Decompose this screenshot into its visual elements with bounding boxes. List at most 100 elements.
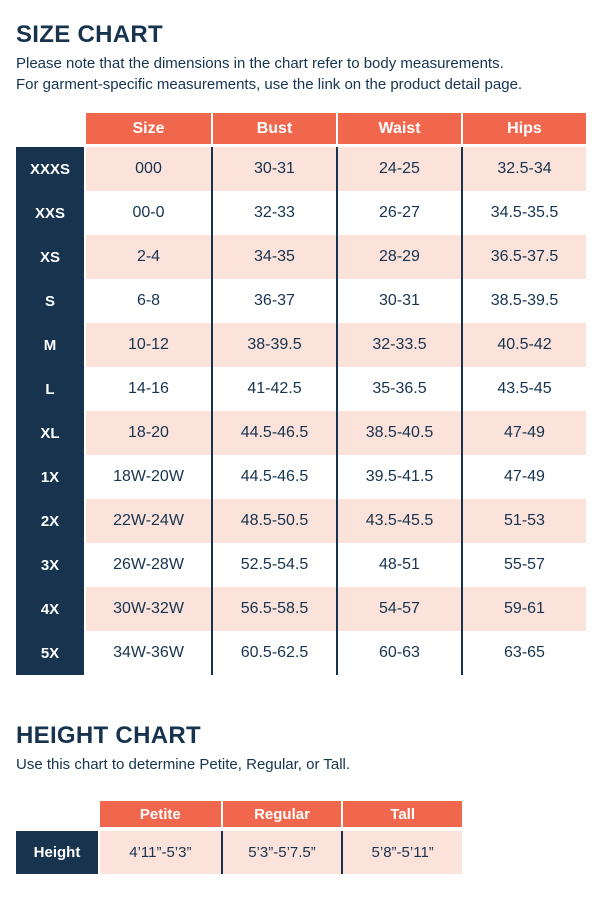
size-table-row: 14-16 41-42.5 35-36.5 43.5-45 [86, 367, 586, 411]
size-row-label: S [44, 292, 55, 310]
cell-bust: 48.5-50.5 [211, 499, 336, 543]
cell-size: 00-0 [132, 204, 165, 221]
size-row-label: XXXS [29, 160, 71, 178]
size-table-row: 26W-28W 52.5-54.5 48-51 55-57 [86, 543, 586, 587]
cell-waist: 26-27 [336, 191, 461, 235]
size-chart-note-line1: Please note that the dimensions in the c… [16, 55, 504, 72]
column-header-size: Size [86, 113, 211, 144]
cell-hips: 47-49 [461, 411, 586, 455]
size-chart-note-line2: For garment-specific measurements, use t… [16, 76, 523, 93]
size-table-rows: 000 30-31 24-25 32.5-34 00-0 32-33 26-27 34.5-3… [86, 147, 586, 675]
height-chart-note: Use this chart to determine Petite, Regu… [16, 756, 351, 773]
size-row-label: 3X [40, 556, 60, 574]
size-table-row: 10-12 38-39.5 32-33.5 40.5-42 [86, 323, 586, 367]
cell-hips: 59-61 [461, 587, 586, 631]
size-row-label: L [45, 380, 55, 398]
height-table-header: Petite Regular Tall [100, 801, 462, 827]
size-row-labels: XXXS XXS XS S M L XL 1X 2X 3X 4X 5X [16, 147, 84, 675]
cell-size: 26W-28W [113, 556, 184, 573]
cell-hips: 47-49 [461, 455, 586, 499]
cell-bust: 36-37 [211, 279, 336, 323]
size-row-label: XXS [34, 204, 65, 222]
size-chart-section: SIZE CHART Please note that the dimensio… [16, 22, 586, 675]
column-header-tall: Tall [341, 801, 462, 827]
column-header-waist: Waist [336, 113, 461, 144]
cell-hips: 55-57 [461, 543, 586, 587]
size-table-row: 18-20 44.5-46.5 38.5-40.5 47-49 [86, 411, 586, 455]
cell-size: 34W-36W [113, 644, 184, 661]
cell-hips: 43.5-45 [461, 367, 586, 411]
cell-bust: 60.5-62.5 [211, 631, 336, 675]
cell-waist: 38.5-40.5 [336, 411, 461, 455]
cell-bust: 56.5-58.5 [211, 587, 336, 631]
cell-bust: 38-39.5 [211, 323, 336, 367]
height-table-data: Petite Regular Tall 4’11”-5’3” 5’3”-5’7.… [100, 801, 462, 874]
page: SIZE CHART Please note that the dimensio… [16, 22, 586, 874]
cell-size: 2-4 [136, 248, 161, 265]
cell-waist: 28-29 [336, 235, 461, 279]
height-table-row: 4’11”-5’3” 5’3”-5’7.5” 5’8”-5’11” [100, 831, 462, 874]
cell-petite-height: 4’11”-5’3” [129, 844, 192, 861]
size-row-label: XL [40, 424, 60, 442]
height-chart-title: HEIGHT CHART [16, 722, 201, 749]
height-chart-section: HEIGHT CHART Use this chart to determine… [16, 723, 586, 874]
size-table-row: 00-0 32-33 26-27 34.5-35.5 [86, 191, 586, 235]
cell-size: 18-20 [128, 424, 169, 441]
size-chart-note: Please note that the dimensions in the c… [16, 53, 586, 95]
cell-hips: 40.5-42 [461, 323, 586, 367]
cell-size: 14-16 [128, 380, 169, 397]
cell-hips: 34.5-35.5 [461, 191, 586, 235]
size-row-label: M [43, 336, 57, 354]
cell-bust: 34-35 [211, 235, 336, 279]
column-header-petite: Petite [100, 801, 221, 827]
cell-hips: 32.5-34 [461, 147, 586, 191]
cell-size: 000 [135, 160, 162, 177]
size-row-label: 1X [40, 468, 60, 486]
cell-bust: 44.5-46.5 [211, 411, 336, 455]
cell-tall-height: 5’8”-5’11” [341, 831, 462, 874]
cell-size: 22W-24W [113, 512, 184, 529]
size-chart-title: SIZE CHART [16, 21, 163, 48]
cell-waist: 30-31 [336, 279, 461, 323]
cell-waist: 24-25 [336, 147, 461, 191]
size-table-header: Size Bust Waist Hips [86, 113, 586, 144]
size-table-row: 22W-24W 48.5-50.5 43.5-45.5 51-53 [86, 499, 586, 543]
cell-size: 18W-20W [113, 468, 184, 485]
height-label-column: Height [16, 831, 98, 874]
size-table: XXXS XXS XS S M L XL 1X 2X 3X 4X 5X Size Bust Waist… [16, 113, 586, 675]
size-table-row: 18W-20W 44.5-46.5 39.5-41.5 47-49 [86, 455, 586, 499]
column-header-hips: Hips [461, 113, 586, 144]
cell-bust: 44.5-46.5 [211, 455, 336, 499]
size-row-label: 5X [40, 644, 60, 662]
cell-size: 30W-32W [113, 600, 184, 617]
size-row-label: 4X [40, 600, 60, 618]
cell-waist: 39.5-41.5 [336, 455, 461, 499]
cell-waist: 48-51 [336, 543, 461, 587]
cell-bust: 30-31 [211, 147, 336, 191]
size-table-row: 34W-36W 60.5-62.5 60-63 63-65 [86, 631, 586, 675]
cell-waist: 32-33.5 [336, 323, 461, 367]
cell-hips: 36.5-37.5 [461, 235, 586, 279]
cell-hips: 38.5-39.5 [461, 279, 586, 323]
cell-waist: 35-36.5 [336, 367, 461, 411]
cell-bust: 52.5-54.5 [211, 543, 336, 587]
cell-size: 6-8 [136, 292, 161, 309]
column-header-bust: Bust [211, 113, 336, 144]
size-table-row: 6-8 36-37 30-31 38.5-39.5 [86, 279, 586, 323]
size-table-data: Size Bust Waist Hips 000 30-31 24-25 32.5-3… [86, 113, 586, 675]
size-table-row: 30W-32W 56.5-58.5 54-57 59-61 [86, 587, 586, 631]
size-table-row: 000 30-31 24-25 32.5-34 [86, 147, 586, 191]
cell-hips: 63-65 [461, 631, 586, 675]
size-row-label: 2X [40, 512, 60, 530]
cell-bust: 41-42.5 [211, 367, 336, 411]
size-table-row: 2-4 34-35 28-29 36.5-37.5 [86, 235, 586, 279]
size-row-label: XS [39, 248, 60, 266]
cell-bust: 32-33 [211, 191, 336, 235]
column-header-regular: Regular [220, 801, 342, 827]
cell-waist: 43.5-45.5 [336, 499, 461, 543]
cell-waist: 60-63 [336, 631, 461, 675]
cell-waist: 54-57 [336, 587, 461, 631]
cell-regular-height: 5’3”-5’7.5” [220, 831, 342, 874]
height-row-label: Height [16, 831, 98, 874]
cell-hips: 51-53 [461, 499, 586, 543]
